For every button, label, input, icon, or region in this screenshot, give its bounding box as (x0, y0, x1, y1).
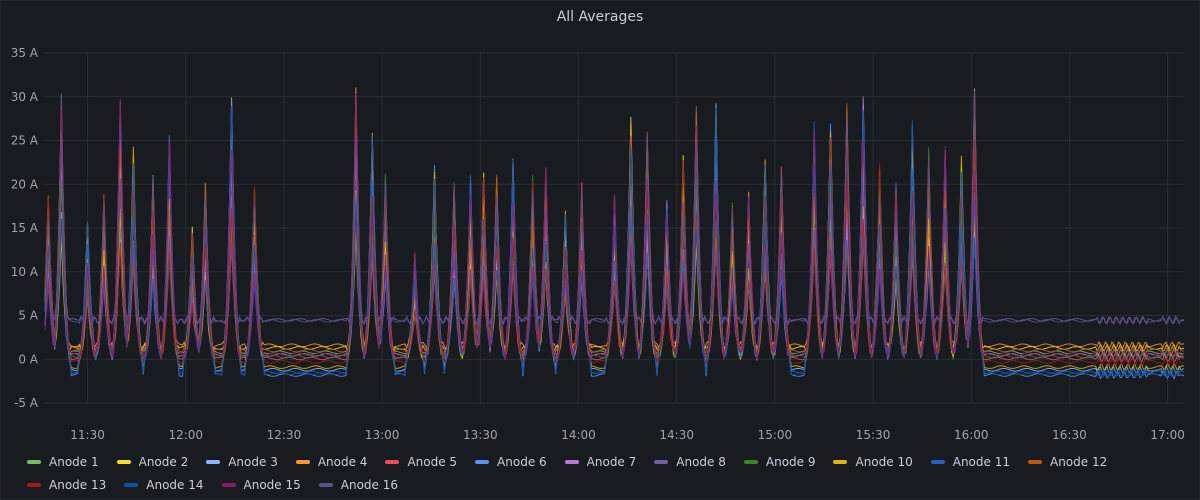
y-tick-label: 20 A (11, 177, 39, 191)
chart-legend: Anode 1 Anode 2 Anode 3 Anode 4 Anode 5 Anode… (27, 453, 1187, 493)
legend-label: Anode 7 (586, 454, 637, 469)
x-tick-label: 14:00 (561, 428, 596, 442)
legend-label: Anode 8 (676, 454, 726, 469)
panel-title[interactable]: All Averages (556, 9, 644, 25)
legend-label: Anode 12 (1049, 454, 1108, 469)
y-tick-label: 25 A (11, 134, 39, 148)
legend-swatch (743, 459, 758, 464)
legend-label: Anode 5 (407, 454, 458, 469)
legend-swatch (27, 459, 41, 464)
chart-plot-area[interactable]: -5 A 0 A 5 A 10 A 15 A 20 A 25 A 30 A 35 A 11:30 1… (1, 1, 1200, 451)
x-tick-label: 16:00 (954, 428, 989, 442)
x-tick-label: 12:30 (267, 428, 302, 442)
legend-label: Anode 10 (855, 454, 913, 469)
legend-item-anode-2[interactable]: Anode 2 (116, 453, 189, 470)
legend-swatch (206, 459, 221, 464)
legend-swatch (930, 459, 945, 464)
legend-item-anode-1[interactable]: Anode 1 (27, 453, 99, 470)
legend-swatch (564, 459, 579, 464)
legend-item-anode-14[interactable]: Anode 14 (124, 476, 204, 493)
legend-label: Anode 14 (146, 477, 204, 492)
y-tick-label: 15 A (11, 221, 39, 235)
legend-item-anode-6[interactable]: Anode 6 (475, 453, 547, 470)
legend-swatch (116, 459, 131, 464)
y-tick-label: 5 A (18, 309, 38, 323)
y-tick-label: 35 A (11, 46, 39, 60)
legend-label: Anode 1 (49, 454, 99, 469)
x-tick-label: 15:30 (856, 428, 891, 442)
series-line-anode-16[interactable] (44, 91, 1185, 327)
x-tick-label: 15:00 (758, 428, 793, 442)
legend-label: Anode 6 (497, 454, 547, 469)
legend-item-anode-10[interactable]: Anode 10 (833, 453, 913, 470)
legend-label: Anode 13 (49, 477, 107, 492)
y-tick-label: 30 A (11, 90, 39, 104)
legend-swatch (221, 482, 236, 487)
legend-swatch (124, 482, 139, 487)
legend-item-anode-16[interactable]: Anode 16 (318, 476, 398, 493)
y-tick-label: 0 A (18, 352, 38, 366)
x-tick-label: 12:00 (168, 428, 203, 442)
y-tick-label: 10 A (11, 265, 39, 279)
series-line-anode-15[interactable] (44, 93, 1185, 360)
legend-item-anode-5[interactable]: Anode 5 (385, 453, 457, 470)
legend-label: Anode 2 (138, 454, 189, 469)
legend-item-anode-9[interactable]: Anode 9 (743, 453, 816, 470)
legend-item-anode-11[interactable]: Anode 11 (930, 453, 1010, 470)
legend-item-anode-7[interactable]: Anode 7 (564, 453, 637, 470)
legend-swatch (385, 459, 400, 464)
x-tick-label: 17:00 (1150, 428, 1185, 442)
x-tick-label: 14:30 (659, 428, 694, 442)
legend-item-anode-12[interactable]: Anode 12 (1027, 453, 1108, 470)
legend-label: Anode 9 (765, 454, 816, 469)
legend-item-anode-8[interactable]: Anode 8 (654, 453, 726, 470)
legend-item-anode-15[interactable]: Anode 15 (221, 476, 301, 493)
legend-label: Anode 11 (952, 454, 1010, 469)
legend-item-anode-13[interactable]: Anode 13 (27, 476, 106, 493)
legend-label: Anode 3 (228, 454, 278, 469)
x-tick-label: 11:30 (70, 428, 105, 442)
legend-swatch (318, 482, 333, 487)
legend-item-anode-3[interactable]: Anode 3 (206, 453, 278, 470)
x-tick-label: 16:30 (1052, 428, 1087, 442)
legend-label: Anode 16 (340, 477, 398, 492)
x-tick-label: 13:00 (365, 428, 400, 442)
y-tick-label: -5 A (14, 396, 39, 410)
legend-label: Anode 15 (243, 477, 301, 492)
legend-swatch (833, 459, 848, 464)
legend-swatch (295, 459, 310, 464)
legend-swatch (475, 459, 490, 464)
legend-label: Anode 4 (317, 454, 368, 469)
legend-swatch (27, 482, 41, 487)
x-tick-label: 13:30 (463, 428, 498, 442)
legend-swatch (654, 459, 669, 464)
legend-item-anode-4[interactable]: Anode 4 (295, 453, 368, 470)
legend-swatch (1027, 459, 1042, 464)
